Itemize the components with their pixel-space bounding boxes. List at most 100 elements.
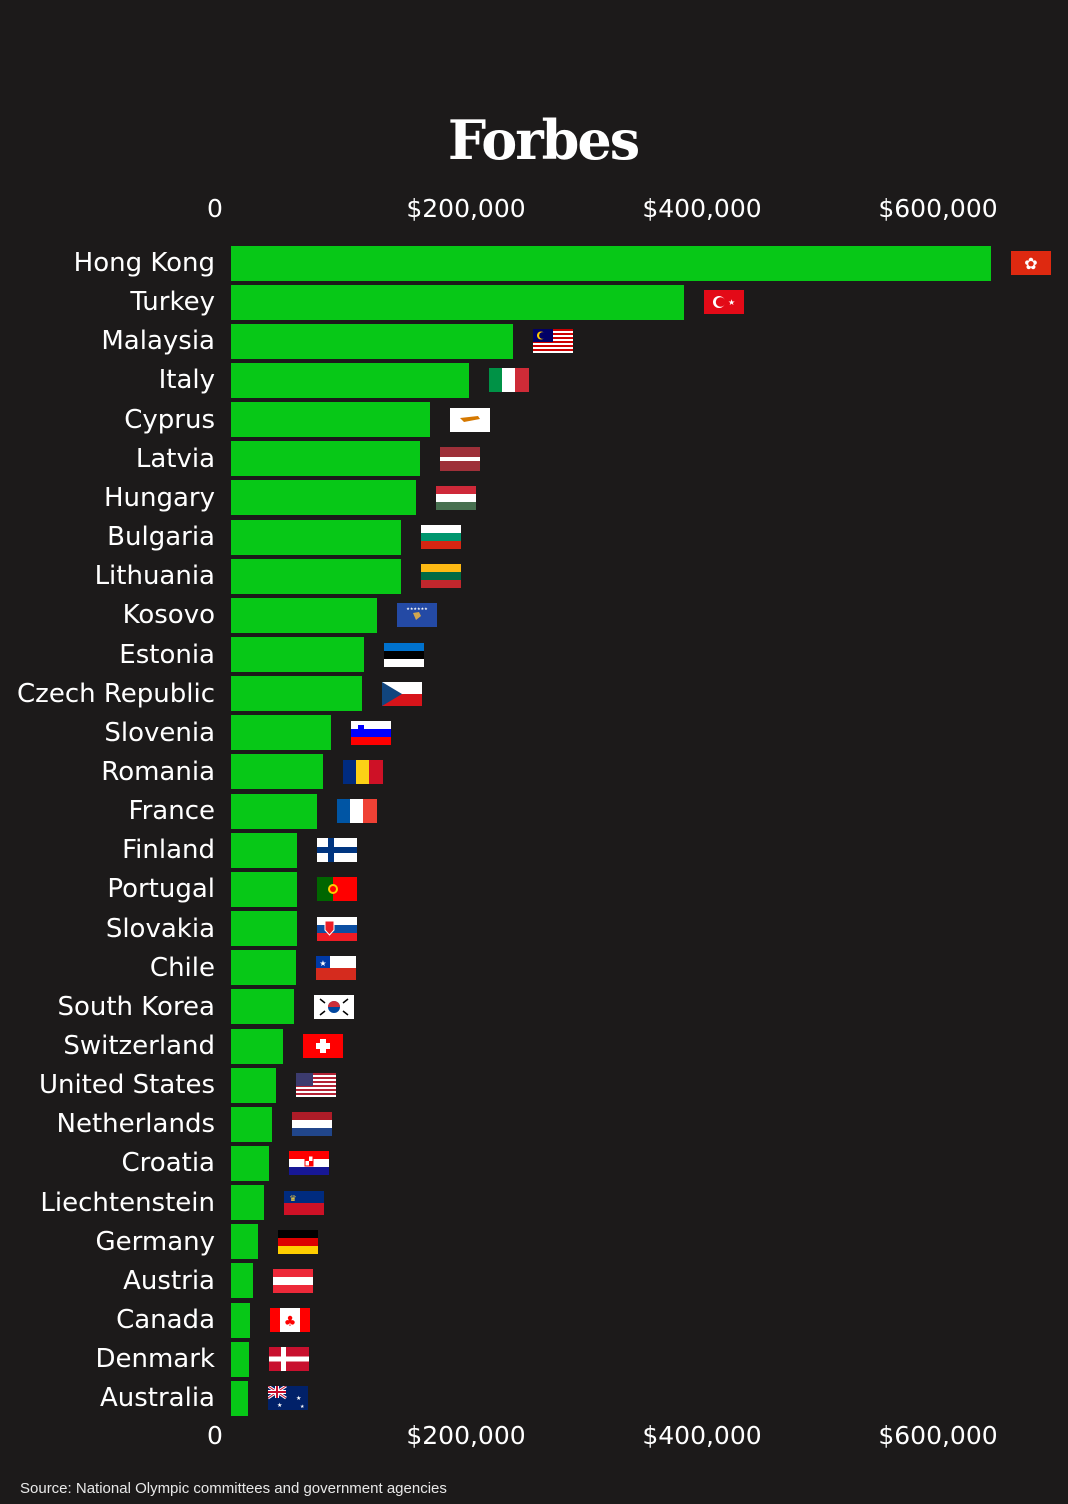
category-label: Romania [101,756,215,787]
estonia-flag-icon [384,642,425,667]
category-label: Denmark [95,1344,215,1375]
svg-text:✿: ✿ [1024,254,1037,273]
category-label: Estonia [119,639,215,670]
chile-flag-icon: ★ [315,955,356,980]
portugal-flag-icon [317,877,358,902]
bar-lithuania [231,558,401,594]
bar-united-states [231,1067,276,1103]
bar-croatia [231,1145,269,1181]
czech-republic-flag-icon [381,681,422,706]
category-label: Chile [149,952,215,983]
x-tick-label-top: $400,000 [642,194,762,223]
bar-hungary [231,480,417,516]
south-korea-flag-icon [313,994,354,1019]
bar-austria [231,1263,254,1299]
bar-malaysia [231,323,514,359]
latvia-flag-icon [439,446,480,471]
bar-canada [231,1302,250,1338]
italy-flag-icon [489,368,530,393]
bar-australia [231,1380,248,1416]
bar-kosovo [231,597,378,633]
x-tick-label-top: $600,000 [878,194,998,223]
liechtenstein-flag-icon: ♛ [284,1190,325,1215]
category-label: Australia [99,1383,215,1414]
category-label: South Korea [57,991,215,1022]
bar-estonia [231,637,365,672]
svg-text:★: ★ [277,1402,282,1409]
bar-south-korea [231,989,294,1025]
category-label: Malaysia [101,326,215,357]
bar-hong-kong [231,245,991,281]
cyprus-flag-icon [450,407,491,432]
croatia-flag-icon [288,1151,329,1176]
romania-flag-icon [343,759,384,784]
denmark-flag-icon [268,1347,309,1372]
svg-text:★: ★ [319,959,326,968]
category-label: Liechtenstein [40,1187,215,1218]
bar-chile [231,950,296,986]
category-label: Latvia [135,443,215,474]
category-label: France [128,796,215,827]
category-label: Hong Kong [73,248,215,278]
category-label: Slovenia [104,717,215,748]
switzerland-flag-icon [302,1034,343,1058]
category-label: Lithuania [94,561,215,592]
svg-text:★★★★★★: ★★★★★★ [407,606,429,611]
bar-czech-republic [231,676,362,712]
bar-germany [231,1224,259,1260]
bar-romania [231,754,324,790]
x-tick-label-bottom: $200,000 [406,1421,526,1450]
bar-liechtenstein [231,1185,265,1221]
slovenia-flag-icon [351,720,392,745]
category-label: Slovakia [105,913,215,944]
x-tick-label-bottom: 0 [207,1421,223,1450]
category-label: Finland [122,835,215,866]
category-label: United States [38,1070,215,1101]
x-tick-label-bottom: $600,000 [878,1421,998,1450]
lithuania-flag-icon [420,564,461,589]
australia-flag-icon: ★ ★ ★ [266,1385,308,1411]
turkey-flag-icon: ★ [704,290,745,315]
hong-kong-flag-icon: ✿ [1010,251,1051,275]
slovakia-flag-icon [317,916,358,941]
malaysia-flag-icon [533,329,574,354]
canada-flag-icon: ♣ [269,1308,310,1333]
france-flag-icon [337,799,378,824]
bar-italy [231,362,470,398]
bar-cyprus [231,402,431,438]
category-label: Czech Republic [17,678,215,709]
svg-text:♣: ♣ [284,1314,297,1330]
bar-finland [231,832,298,868]
germany-flag-icon [278,1229,319,1254]
bar-bulgaria [231,519,401,555]
category-label: Austria [123,1265,215,1296]
svg-text:★: ★ [296,1395,301,1402]
bar-switzerland [231,1028,283,1064]
x-tick-label-top: 0 [207,194,223,223]
united-states-flag-icon [295,1073,336,1098]
bar-turkey [231,284,685,320]
category-label: Italy [158,365,215,396]
x-tick-label-top: $200,000 [406,194,526,223]
bar-netherlands [231,1106,273,1142]
category-label: Cyprus [124,404,215,435]
svg-text:★: ★ [300,1404,305,1410]
category-label: Kosovo [122,600,215,631]
bulgaria-flag-icon [420,525,461,550]
bar-portugal [231,871,298,907]
category-label: Portugal [107,874,215,905]
category-label: Turkey [130,287,215,318]
forbes-logo: Forbes [447,108,640,172]
category-label: Bulgaria [107,522,215,553]
kosovo-flag-icon: ★★★★★★ [397,603,438,628]
netherlands-flag-icon [292,1112,333,1137]
finland-flag-icon [317,838,358,863]
austria-flag-icon [273,1268,314,1293]
svg-text:♛: ♛ [289,1194,296,1203]
x-tick-label-bottom: $400,000 [642,1421,762,1450]
bar-latvia [231,441,420,477]
bar-denmark [231,1341,249,1377]
source-note: Source: National Olympic committees and … [20,1480,447,1497]
bar-slovakia [231,911,298,947]
category-label: Canada [116,1305,215,1336]
